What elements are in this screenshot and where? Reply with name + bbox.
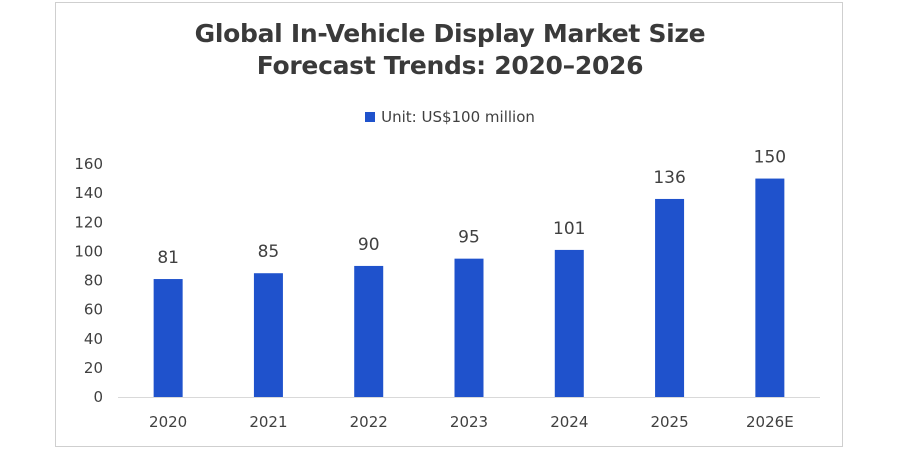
data-label: 81: [157, 248, 179, 268]
x-tick-label: 2026E: [746, 413, 794, 431]
data-label: 136: [653, 168, 685, 188]
legend-swatch: [365, 112, 376, 122]
y-tick-label: 40: [84, 330, 103, 348]
bar: [253, 273, 283, 397]
data-label: 95: [458, 228, 480, 248]
data-label: 101: [553, 219, 585, 239]
y-tick-label: 160: [74, 155, 103, 173]
legend-label: Unit: US$100 million: [381, 108, 535, 126]
data-label: 90: [358, 235, 380, 255]
data-label: 150: [754, 148, 786, 168]
y-tick-label: 140: [74, 184, 103, 202]
chart-frame: [55, 2, 843, 447]
x-tick-label: 2024: [550, 413, 588, 431]
bar: [153, 279, 183, 397]
y-tick-label: 120: [74, 213, 103, 231]
y-tick-label: 80: [84, 272, 103, 290]
x-tick-label: 2022: [350, 413, 388, 431]
x-tick-label: 2021: [249, 413, 287, 431]
bar: [554, 249, 584, 397]
bar: [354, 265, 384, 397]
chart-title-line-1: Global In-Vehicle Display Market Size: [194, 19, 706, 48]
bar: [755, 178, 785, 397]
x-tick-label: 2023: [450, 413, 488, 431]
y-tick-label: 20: [84, 359, 103, 377]
chart-title-line-2: Forecast Trends: 2020–2026: [256, 51, 644, 80]
data-label: 85: [258, 242, 280, 262]
chart-title: Global In-Vehicle Display Market Size Fo…: [0, 18, 900, 82]
bar: [454, 258, 484, 397]
y-tick-label: 0: [93, 388, 103, 406]
y-tick-label: 60: [84, 301, 103, 319]
legend: Unit: US$100 million: [0, 108, 900, 126]
bar: [655, 198, 685, 397]
y-tick-label: 100: [74, 242, 103, 260]
x-tick-label: 2020: [149, 413, 187, 431]
x-tick-label: 2025: [650, 413, 688, 431]
